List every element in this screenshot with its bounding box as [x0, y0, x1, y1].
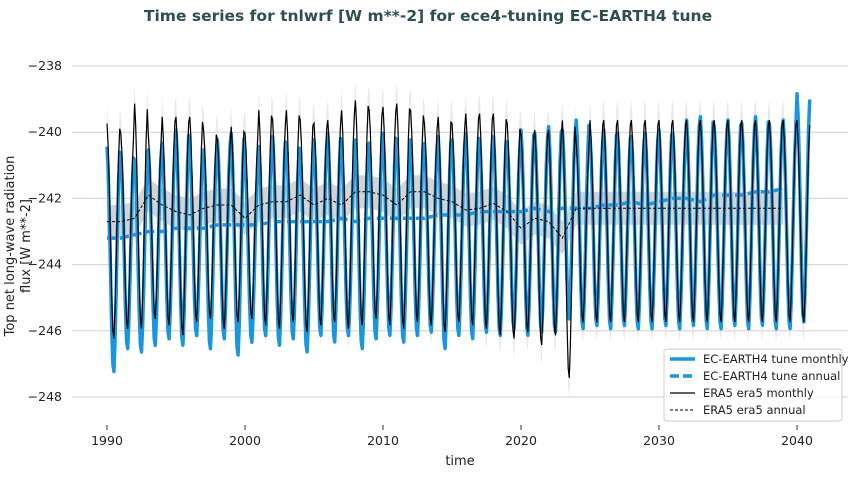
- x-tick-label: 2030: [643, 433, 675, 448]
- legend-label: ERA5 era5 monthly: [703, 386, 814, 400]
- legend-box: [663, 348, 843, 422]
- legend-label: EC-EARTH4 tune monthly: [703, 352, 849, 366]
- x-axis-label: time: [445, 454, 474, 469]
- series-era5-monthly: [106, 100, 811, 378]
- y-tick-label: −244: [28, 257, 62, 272]
- y-tick-label: −242: [28, 190, 62, 205]
- y-tick-label: −248: [28, 389, 62, 404]
- series-ec-earth4-annual: [107, 186, 784, 240]
- x-tick-label: 2010: [367, 433, 399, 448]
- legend-label: ERA5 era5 annual: [703, 403, 806, 417]
- y-axis-label-line1: Top net long-wave radiation: [3, 156, 18, 338]
- legend: EC-EARTH4 tune monthly EC-EARTH4 tune an…: [663, 348, 849, 422]
- x-tick-label: 1990: [91, 433, 123, 448]
- x-tick-label: 2020: [505, 433, 537, 448]
- y-tick-label: −246: [28, 323, 62, 338]
- x-tick-label: 2000: [229, 433, 261, 448]
- legend-label: EC-EARTH4 tune annual: [703, 369, 840, 383]
- y-tick-label: −238: [28, 58, 62, 73]
- series-lines: [105, 92, 812, 378]
- x-tick-label: 2040: [781, 433, 813, 448]
- series-era5-annual: [107, 191, 784, 240]
- chart-title: Time series for tnlwrf [W m**-2] for ece…: [143, 7, 713, 25]
- y-axis: −238 −240 −242 −244 −246 −248: [28, 58, 62, 404]
- y-axis-label-line2: flux [W m**-2]: [19, 199, 34, 293]
- x-axis: 1990 2000 2010 2020 2030 2040: [91, 425, 813, 448]
- y-tick-label: −240: [28, 124, 62, 139]
